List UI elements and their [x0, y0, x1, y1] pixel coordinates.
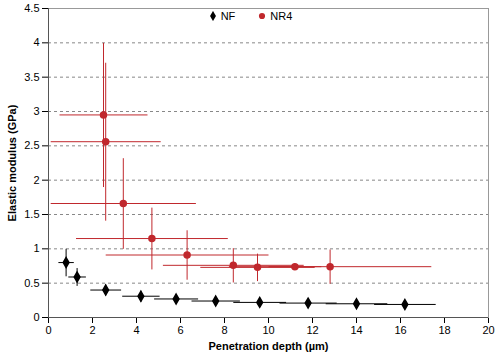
svg-text:4: 4	[33, 36, 39, 48]
svg-text:4.5: 4.5	[24, 2, 39, 14]
svg-text:10: 10	[262, 324, 274, 336]
svg-text:0.5: 0.5	[24, 277, 39, 289]
svg-text:12: 12	[306, 324, 318, 336]
svg-text:1.5: 1.5	[24, 208, 39, 220]
svg-text:4: 4	[133, 324, 139, 336]
html-text:NR4: NR4	[270, 10, 293, 22]
svg-text:Penetration depth (µm): Penetration depth (µm)	[208, 340, 328, 352]
svg-text:2.5: 2.5	[24, 139, 39, 151]
svg-text:1: 1	[33, 242, 39, 254]
svg-text:18: 18	[438, 324, 450, 336]
svg-text:0: 0	[45, 324, 51, 336]
svg-text:14: 14	[350, 324, 362, 336]
svg-text:3: 3	[33, 105, 39, 117]
svg-text:0: 0	[33, 311, 39, 323]
svg-text:20: 20	[482, 324, 494, 336]
svg-text:2: 2	[89, 324, 95, 336]
svg-text:3.5: 3.5	[24, 71, 39, 83]
svg-text:16: 16	[394, 324, 406, 336]
html-text:NF: NF	[220, 10, 236, 22]
svg-text:6: 6	[177, 324, 183, 336]
svg-text:8: 8	[221, 324, 227, 336]
svg-text:2: 2	[33, 174, 39, 186]
svg-text:Elastic modulus (GPa): Elastic modulus (GPa)	[6, 104, 18, 221]
